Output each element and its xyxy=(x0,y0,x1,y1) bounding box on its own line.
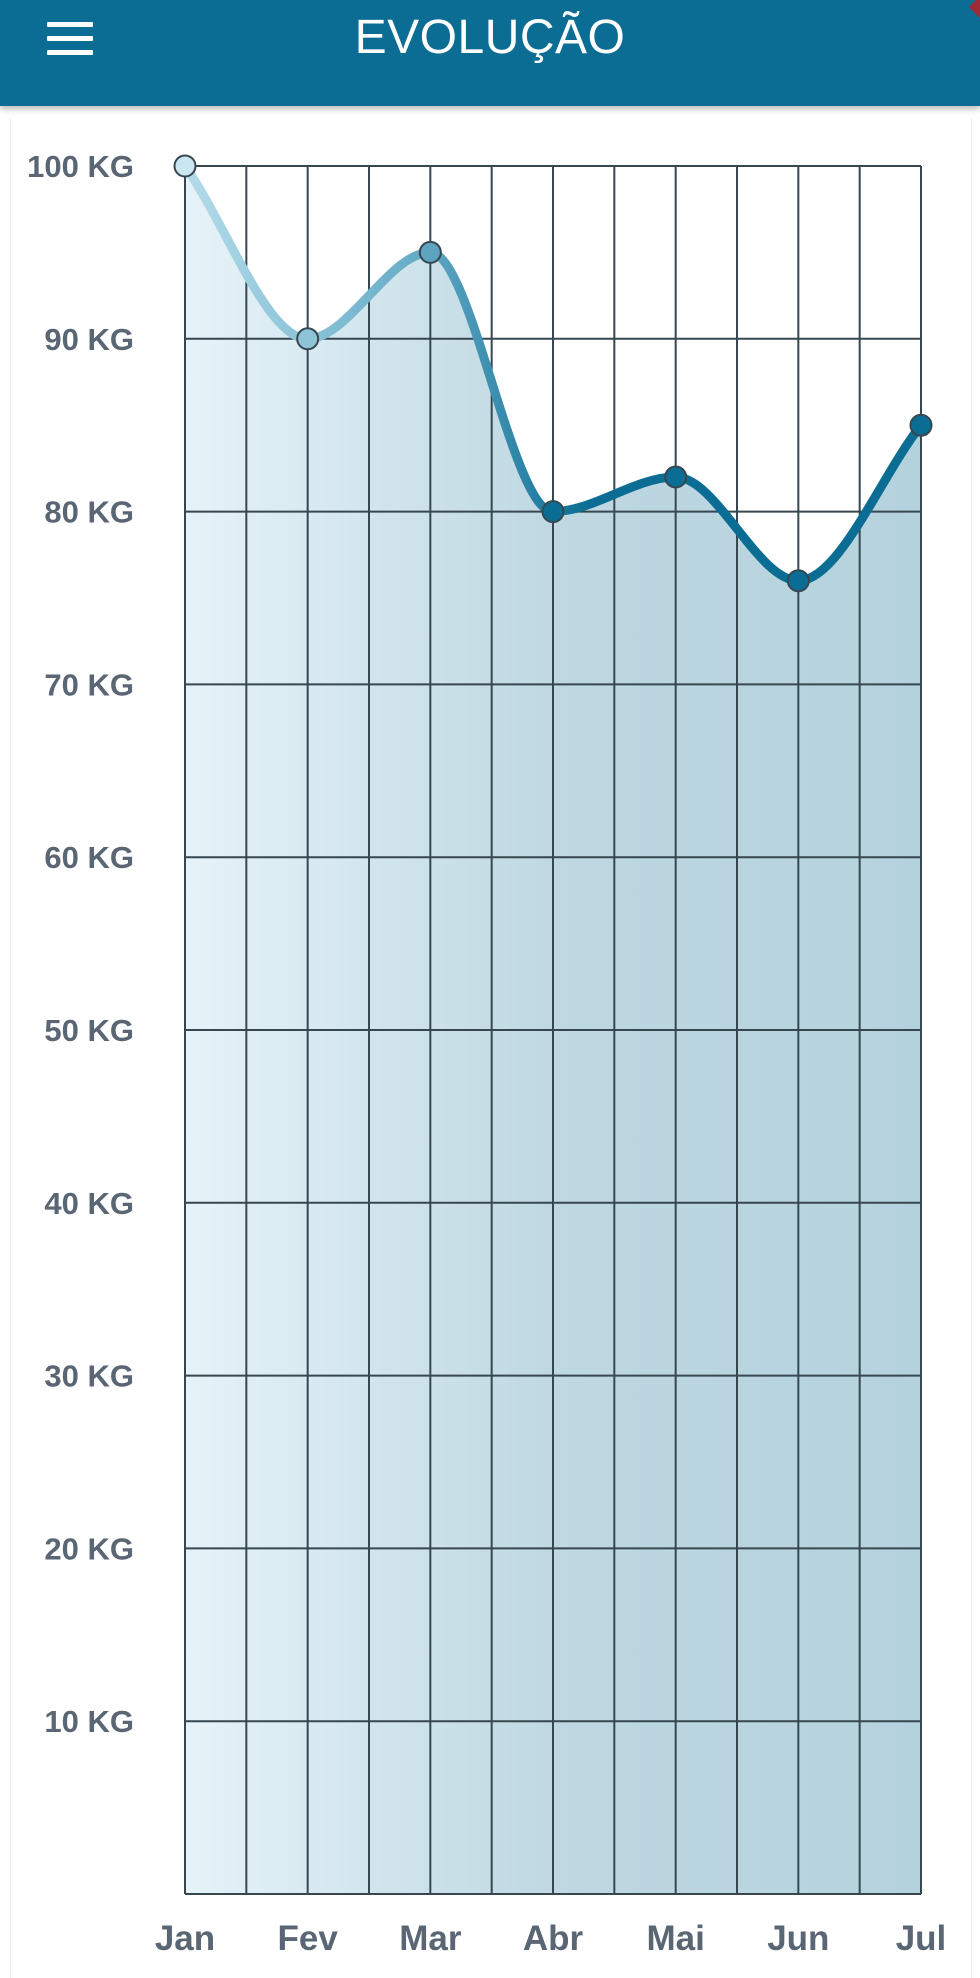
y-tick-label: 30 KG xyxy=(44,1359,134,1394)
x-tick-label-mai: Mai xyxy=(646,1919,704,1958)
y-tick-label: 90 KG xyxy=(44,322,134,357)
y-tick-label: 60 KG xyxy=(44,840,134,875)
y-tick-label: 40 KG xyxy=(44,1186,134,1221)
x-tick-label-fev: Fev xyxy=(278,1919,339,1958)
grid-layer xyxy=(184,165,922,1895)
y-tick-label: 70 KG xyxy=(44,667,134,702)
chart-card: 10 KG 20 KG 30 KG 40 KG 50 KG 60 KG 70 KG 80 KG… xyxy=(10,118,972,1978)
data-point-fev[interactable] xyxy=(296,327,320,351)
data-point-jan[interactable] xyxy=(173,154,197,178)
data-point-mai[interactable] xyxy=(664,465,688,489)
menu-icon-bar xyxy=(47,35,93,41)
x-axis-ticks: Jan Fev Mar Abr Mai Jun Jul xyxy=(155,1919,946,1958)
y-tick-label: 100 KG xyxy=(27,149,134,184)
menu-icon-bar xyxy=(47,49,93,55)
data-point-jun[interactable] xyxy=(786,569,810,593)
y-tick-label: 20 KG xyxy=(44,1531,134,1566)
x-tick-label-jan: Jan xyxy=(155,1919,215,1958)
x-tick-label-mar: Mar xyxy=(399,1919,462,1958)
menu-icon xyxy=(47,21,93,27)
y-tick-label: 80 KG xyxy=(44,495,134,530)
menu-button[interactable] xyxy=(34,10,106,66)
data-point-mar[interactable] xyxy=(418,240,442,264)
x-tick-label-abr: Abr xyxy=(523,1919,584,1958)
x-tick-label-jul: Jul xyxy=(896,1919,947,1958)
x-tick-label-jun: Jun xyxy=(767,1919,829,1958)
point-layer xyxy=(173,154,933,593)
data-point-abr[interactable] xyxy=(541,500,565,524)
y-tick-label: 50 KG xyxy=(44,1013,134,1048)
page-title: EVOLUÇÃO xyxy=(354,11,626,64)
y-axis-ticks: 10 KG 20 KG 30 KG 40 KG 50 KG 60 KG 70 KG 80 KG… xyxy=(27,149,134,1739)
y-tick-label: 10 KG xyxy=(44,1704,134,1739)
weight-line-chart: 10 KG 20 KG 30 KG 40 KG 50 KG 60 KG 70 KG 80 KG… xyxy=(27,149,946,1958)
app-bar: EVOLUÇÃO xyxy=(0,0,980,106)
data-point-jul[interactable] xyxy=(909,413,933,437)
